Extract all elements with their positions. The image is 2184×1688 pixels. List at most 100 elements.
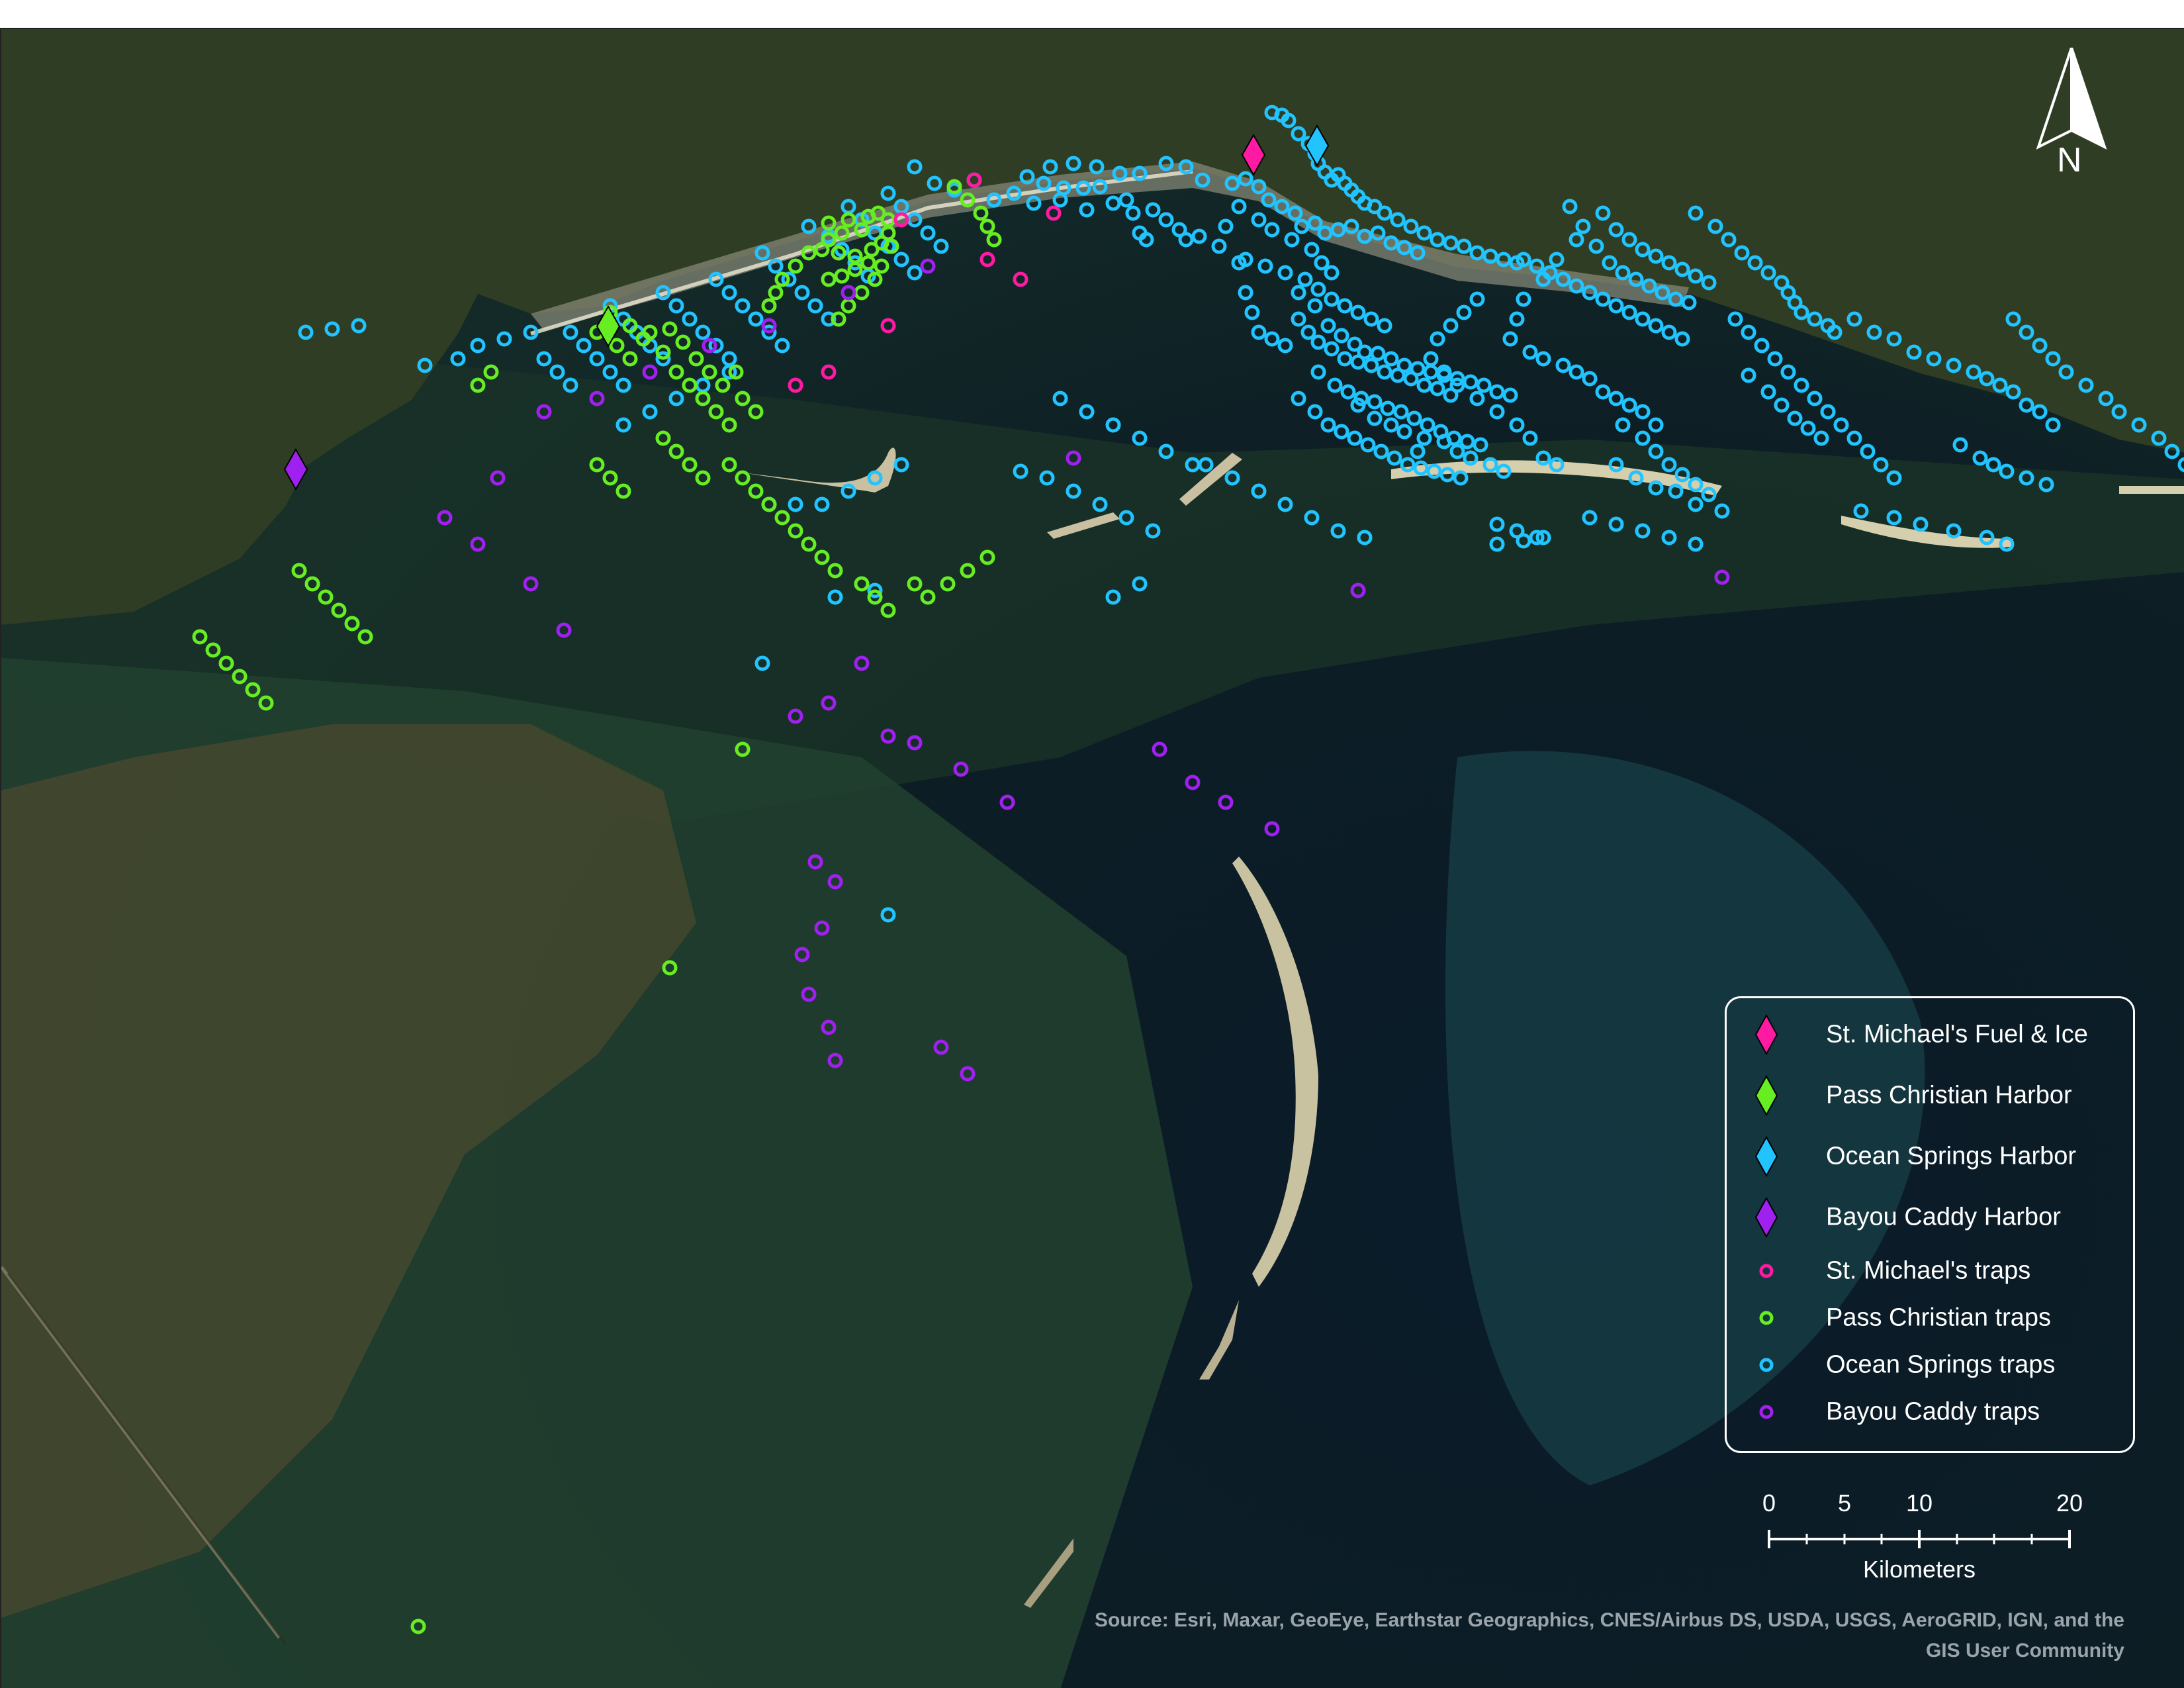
- ocean-springs-trap-marker: [1370, 225, 1386, 241]
- ocean-springs-trap-marker: [1449, 377, 1465, 393]
- ocean-springs-trap-marker: [807, 298, 823, 314]
- ocean-springs-trap-marker: [1535, 450, 1551, 466]
- ocean-springs-trap-marker: [1211, 238, 1227, 254]
- pass-christian-trap-marker: [748, 483, 764, 499]
- pass-christian-trap-marker: [205, 642, 221, 658]
- ocean-springs-trap-marker: [2032, 404, 2048, 420]
- ocean-springs-trap-marker: [1052, 391, 1068, 406]
- ocean-springs-trap-marker: [1972, 450, 1988, 466]
- ocean-springs-trap-marker: [1307, 298, 1323, 314]
- ocean-springs-trap-marker: [1946, 523, 1962, 539]
- ocean-springs-trap-marker: [1277, 496, 1293, 512]
- ocean-springs-trap-marker: [1754, 338, 1770, 353]
- ocean-springs-trap-marker: [1294, 218, 1310, 234]
- pass-christian-trap-marker: [821, 215, 837, 231]
- pass-christian-trap-marker: [827, 563, 843, 579]
- ocean-springs-trap-marker: [1257, 258, 1273, 274]
- ocean-springs-trap-marker: [1535, 351, 1551, 367]
- ocean-springs-trap-marker: [1307, 215, 1323, 231]
- ocean-springs-trap-marker: [1443, 235, 1459, 251]
- pass-christian-trap-marker: [946, 179, 962, 195]
- ocean-springs-trap-marker: [1430, 381, 1445, 397]
- ocean-springs-trap-marker: [1443, 387, 1459, 403]
- pass-christian-trap-marker: [318, 589, 334, 605]
- ocean-springs-trap-marker: [1324, 265, 1340, 281]
- ocean-springs-trap-marker: [470, 338, 486, 353]
- ocean-springs-trap-marker: [695, 324, 711, 340]
- ocean-springs-trap-marker: [1628, 470, 1644, 486]
- ocean-springs-trap-marker: [1171, 222, 1187, 238]
- cyan-ring-icon: [1759, 1358, 1774, 1372]
- ocean-springs-trap-marker: [1367, 199, 1383, 214]
- ocean-springs-trap-marker: [1327, 377, 1343, 393]
- ocean-springs-trap-marker: [2032, 338, 2048, 353]
- pass-christian-trap-marker: [847, 261, 863, 277]
- ocean-springs-harbor-marker[interactable]: [1304, 124, 1330, 167]
- ocean-springs-trap-marker: [907, 159, 923, 175]
- ocean-springs-trap-marker: [1952, 437, 1968, 453]
- ocean-springs-trap-marker: [1827, 324, 1843, 340]
- bayou-caddy-trap-marker: [999, 794, 1015, 810]
- ocean-springs-trap-marker: [1688, 205, 1704, 221]
- pass-christian-harbor-marker[interactable]: [596, 305, 621, 348]
- ocean-springs-trap-marker: [1314, 255, 1330, 271]
- ocean-springs-trap-marker: [1118, 192, 1134, 208]
- ocean-springs-trap-marker: [1304, 510, 1320, 526]
- ocean-springs-trap-marker: [1347, 336, 1363, 352]
- ocean-springs-trap-marker: [1674, 467, 1690, 483]
- legend-item-bayou-caddy-traps: Bayou Caddy traps: [1727, 1389, 2133, 1435]
- ocean-springs-trap-marker: [1178, 159, 1194, 175]
- bayou-caddy-trap-marker: [1152, 741, 1167, 757]
- ocean-springs-trap-marker: [1794, 305, 1809, 320]
- ocean-springs-trap-marker: [1635, 523, 1651, 539]
- ocean-springs-trap-marker: [1066, 483, 1081, 499]
- bayou-caddy-trap-marker: [788, 708, 803, 724]
- ocean-springs-trap-marker: [668, 391, 684, 406]
- map-frame[interactable]: [0, 28, 2184, 1688]
- ocean-springs-trap-marker: [1747, 255, 1763, 271]
- bayou-caddy-trap-marker: [854, 655, 870, 671]
- mrgo-channel-2: [7, 1273, 287, 1645]
- ocean-springs-trap-marker: [761, 324, 777, 340]
- ocean-springs-trap-marker: [1334, 424, 1349, 440]
- ocean-springs-trap-marker: [1463, 374, 1479, 390]
- cat-island: [743, 447, 896, 492]
- bayou-caddy-trap-marker: [880, 728, 896, 744]
- ocean-springs-trap-marker: [1595, 291, 1611, 307]
- ocean-springs-trap-marker: [2005, 384, 2021, 400]
- pass-christian-trap-marker: [920, 589, 936, 605]
- legend-item-ocean-springs-harbor: Ocean Springs Harbor: [1727, 1133, 2133, 1180]
- ocean-springs-trap-marker: [2111, 404, 2127, 420]
- ocean-springs-trap-marker: [1039, 470, 1055, 486]
- ocean-springs-trap-marker: [1767, 351, 1783, 367]
- ocean-springs-trap-marker: [655, 285, 671, 301]
- ocean-springs-trap-marker: [1760, 265, 1776, 281]
- bayou-caddy-trap-marker: [960, 1066, 976, 1082]
- ocean-springs-trap-marker: [602, 364, 618, 380]
- ocean-springs-trap-marker: [2177, 457, 2184, 473]
- ocean-springs-trap-marker: [1688, 477, 1704, 492]
- pass-christian-trap-marker: [748, 404, 764, 420]
- breton-island: [1024, 1538, 1073, 1608]
- ocean-springs-trap-marker: [2019, 397, 2034, 413]
- ocean-springs-trap-marker: [1608, 391, 1624, 406]
- ocean-springs-trap-marker: [1297, 271, 1313, 287]
- bayou-caddy-trap-marker: [821, 1019, 837, 1035]
- ocean-springs-trap-marker: [1595, 384, 1611, 400]
- ocean-springs-trap-marker: [1459, 434, 1475, 449]
- pass-christian-trap-marker: [735, 391, 751, 406]
- ocean-springs-trap-marker: [2058, 364, 2074, 380]
- st-michaels-fuel-ice-harbor-marker[interactable]: [1241, 133, 1266, 177]
- ocean-springs-trap-marker: [1420, 417, 1435, 433]
- bayou-caddy-harbor-marker[interactable]: [283, 447, 308, 491]
- coastline-beach: [530, 169, 1193, 336]
- ocean-springs-trap-marker: [1056, 180, 1071, 196]
- ocean-springs-trap-marker: [1913, 516, 1929, 532]
- ocean-springs-trap-marker: [1231, 255, 1247, 271]
- ocean-springs-trap-marker: [1741, 367, 1756, 383]
- ocean-springs-trap-marker: [1555, 271, 1571, 287]
- ocean-springs-trap-marker: [1277, 265, 1293, 281]
- ocean-springs-trap-marker: [1780, 364, 1796, 380]
- ocean-springs-trap-marker: [927, 175, 942, 191]
- ocean-springs-trap-marker: [1509, 311, 1525, 327]
